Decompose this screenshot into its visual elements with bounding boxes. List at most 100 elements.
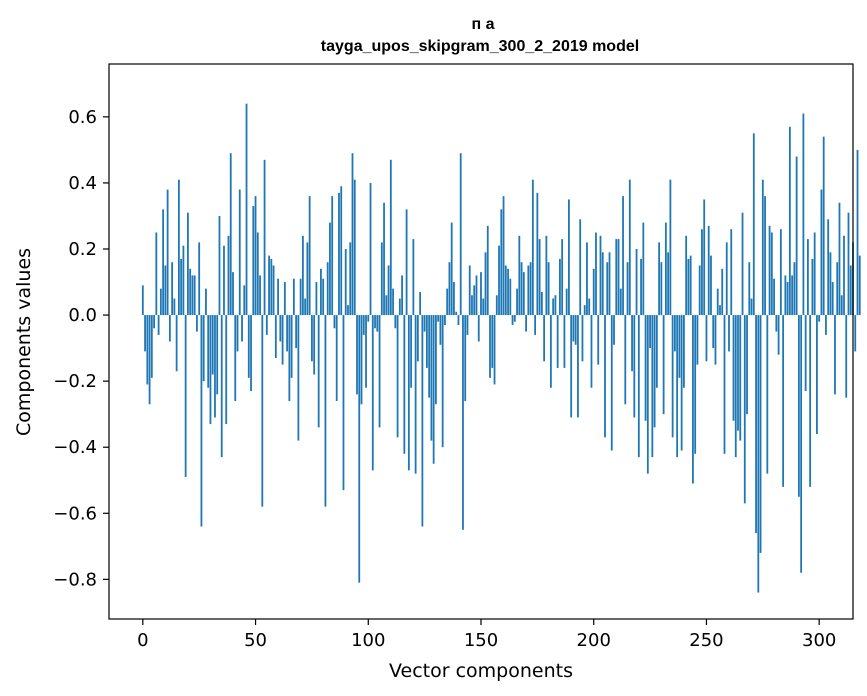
bar bbox=[849, 265, 852, 316]
bar bbox=[144, 315, 146, 352]
bar bbox=[430, 315, 433, 441]
bar bbox=[455, 311, 458, 316]
bar bbox=[831, 282, 834, 316]
bar bbox=[701, 229, 703, 316]
bar bbox=[723, 315, 726, 454]
bar bbox=[331, 196, 334, 316]
bar bbox=[196, 315, 198, 332]
bar bbox=[200, 315, 203, 527]
bar bbox=[193, 275, 196, 316]
bar bbox=[274, 315, 277, 359]
bar bbox=[209, 315, 212, 425]
bar bbox=[378, 315, 381, 428]
bar bbox=[369, 182, 372, 316]
bar bbox=[473, 285, 476, 316]
bar bbox=[761, 179, 764, 316]
bar bbox=[198, 242, 201, 316]
bar bbox=[680, 315, 683, 451]
bar bbox=[421, 315, 424, 527]
bar bbox=[768, 225, 771, 316]
bar bbox=[766, 315, 769, 474]
bar bbox=[367, 315, 370, 322]
bar bbox=[836, 262, 839, 316]
bar bbox=[599, 235, 602, 316]
bar bbox=[306, 242, 309, 316]
bar bbox=[750, 298, 753, 316]
x-tick-label: 250 bbox=[689, 630, 723, 651]
bar bbox=[342, 315, 345, 491]
bar bbox=[214, 315, 216, 418]
bar bbox=[356, 315, 358, 395]
bar bbox=[854, 315, 857, 352]
x-tick-label: 50 bbox=[244, 630, 267, 651]
bar bbox=[577, 315, 579, 418]
bar bbox=[518, 235, 521, 316]
bar bbox=[435, 315, 437, 405]
bar bbox=[597, 315, 600, 365]
bar bbox=[387, 265, 390, 316]
bar bbox=[333, 315, 336, 329]
bar bbox=[329, 222, 331, 316]
x-axis-ticks: 0 50 100 150 200 250 300 bbox=[137, 619, 836, 651]
bar bbox=[236, 315, 239, 352]
bar bbox=[272, 265, 275, 316]
bar bbox=[712, 315, 715, 349]
bar bbox=[500, 209, 503, 316]
bar bbox=[380, 242, 383, 316]
bar bbox=[301, 235, 304, 316]
bar bbox=[552, 298, 555, 316]
bar bbox=[703, 199, 706, 316]
bar bbox=[595, 232, 597, 316]
bar bbox=[683, 315, 685, 388]
bar bbox=[572, 315, 575, 342]
bar bbox=[211, 315, 214, 375]
bar bbox=[669, 179, 672, 316]
bar bbox=[202, 315, 205, 382]
bar bbox=[175, 315, 178, 372]
y-tick-label: 0.2 bbox=[68, 239, 97, 260]
bar bbox=[444, 315, 446, 325]
bar bbox=[610, 315, 613, 451]
bar bbox=[556, 315, 559, 368]
bar bbox=[858, 255, 861, 316]
bar bbox=[227, 235, 230, 316]
bar bbox=[811, 258, 814, 316]
bar bbox=[184, 315, 187, 477]
bar bbox=[676, 315, 679, 458]
bar bbox=[322, 278, 325, 316]
bar bbox=[304, 298, 307, 316]
bar bbox=[773, 278, 775, 316]
bar bbox=[299, 278, 302, 316]
bar bbox=[484, 252, 487, 316]
bar bbox=[153, 315, 155, 329]
bar bbox=[788, 126, 791, 316]
y-tick-label: −0.2 bbox=[53, 371, 97, 392]
bar bbox=[741, 212, 744, 316]
bar bbox=[791, 275, 794, 316]
bar bbox=[509, 278, 512, 316]
bar bbox=[288, 315, 291, 401]
bar bbox=[779, 229, 782, 316]
bar bbox=[725, 242, 728, 316]
bar bbox=[714, 315, 717, 365]
bar bbox=[157, 315, 160, 335]
bar bbox=[540, 291, 543, 316]
bar bbox=[658, 242, 661, 316]
bar bbox=[631, 315, 633, 372]
bar bbox=[410, 315, 413, 388]
bar bbox=[162, 209, 165, 316]
bar bbox=[277, 278, 279, 316]
bar bbox=[448, 262, 451, 316]
bar bbox=[737, 315, 739, 431]
bar bbox=[759, 315, 762, 553]
bar bbox=[268, 255, 270, 316]
bar bbox=[263, 159, 266, 316]
bar bbox=[265, 315, 268, 335]
bar bbox=[538, 239, 541, 316]
bar bbox=[437, 315, 440, 322]
bar bbox=[371, 315, 374, 471]
bar bbox=[270, 258, 273, 316]
bar bbox=[365, 315, 367, 388]
bar bbox=[475, 275, 478, 316]
bar bbox=[601, 252, 604, 316]
